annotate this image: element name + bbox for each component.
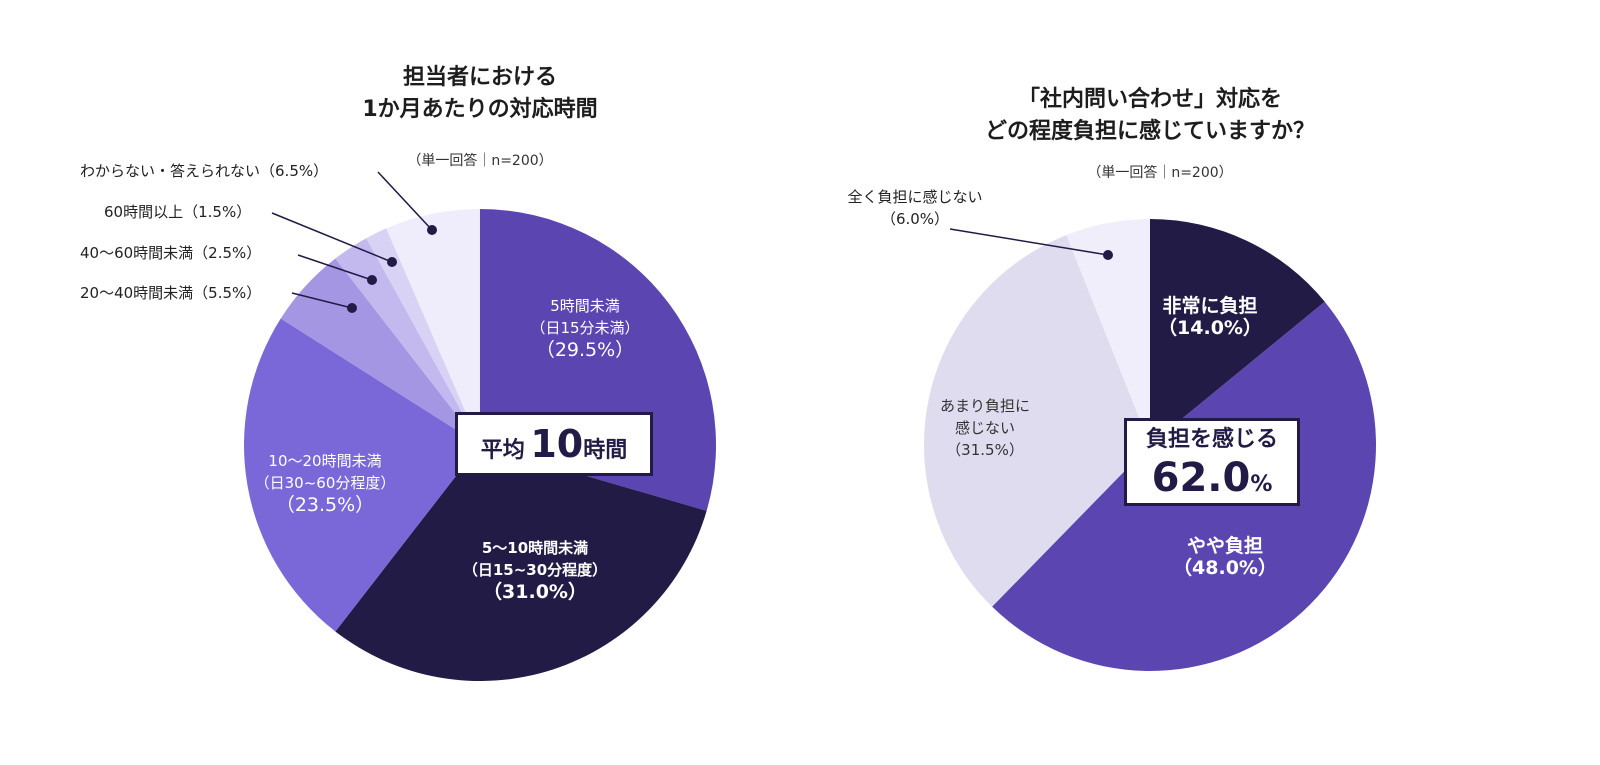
label-very-burden: 非常に負担 （14.0%） xyxy=(1150,295,1270,339)
average-unit: 時間 xyxy=(583,438,628,463)
average-value: 10 xyxy=(530,422,584,466)
label-5-10h: 5〜10時間未満 （日15~30分程度） （31.0%） xyxy=(445,537,625,603)
chart1-note: （単一回答｜n=200） xyxy=(407,153,553,169)
burden-total-box: 負担を感じる 62.0% xyxy=(1124,418,1300,506)
chart2-note: （単一回答｜n=200） xyxy=(1087,165,1233,181)
leader-dot xyxy=(1103,250,1113,260)
pie1-slice-2 xyxy=(244,318,480,632)
label-60h-plus: 60時間以上（1.5%） xyxy=(104,203,252,221)
pie2-slice-2 xyxy=(924,235,1150,607)
chart2-title-line2: どの程度負担に感じていますか？ xyxy=(984,119,1315,144)
slice-pct: （31.5%） xyxy=(946,441,1024,459)
pie1-slice-6 xyxy=(386,209,480,445)
pie2-slice-3 xyxy=(1066,219,1150,445)
average-prefix: 平均 xyxy=(480,438,525,463)
label-not-at-all: 全く負担に感じない （6.0%） xyxy=(830,186,1000,230)
slice-sub: （日15~30分程度） xyxy=(462,561,608,579)
chart1-title-line1: 担当者における xyxy=(402,65,557,90)
label-not-much: あまり負担に 感じない （31.5%） xyxy=(925,395,1045,461)
slice-label: 非常に負担 xyxy=(1162,295,1258,317)
leader-line xyxy=(377,171,433,231)
leader-line xyxy=(271,212,393,263)
slice-sub: （日15分未満） xyxy=(530,319,640,337)
pie1-slice-1 xyxy=(335,445,707,681)
slice-label: 5〜10時間未満 xyxy=(481,539,589,557)
slice-label: 10〜20時間未満 xyxy=(268,452,382,470)
label-unknown: わからない・答えられない（6.5%） xyxy=(80,162,329,180)
label-somewhat-burden: やや負担 （48.0%） xyxy=(1165,535,1285,579)
slice-label: 全く負担に感じない xyxy=(847,188,983,206)
label-10-20h: 10〜20時間未満 （日30~60分程度） （23.5%） xyxy=(245,450,405,516)
slice-pct: （6.0%） xyxy=(880,210,950,228)
slice-pct: （29.5%） xyxy=(535,339,635,361)
slice-label: 5時間未満 xyxy=(550,297,620,315)
leader-dot xyxy=(387,257,397,267)
pie2-slice-0 xyxy=(1150,219,1325,445)
leader-dot xyxy=(427,225,437,235)
label-20-40h: 20〜40時間未満（5.5%） xyxy=(80,284,262,302)
pie1-slice-5 xyxy=(366,228,480,445)
chart1-title: 担当者における 1か月あたりの対応時間 xyxy=(330,62,630,126)
leader-dot xyxy=(367,275,377,285)
slice-pct: （48.0%） xyxy=(1173,557,1277,579)
slice-label-line2: 感じない xyxy=(954,419,1015,437)
burden-unit: % xyxy=(1250,472,1273,497)
leader-dot xyxy=(347,303,357,313)
chart2-title-line1: 「社内問い合わせ」対応を xyxy=(1017,87,1282,112)
slice-pct: （31.0%） xyxy=(483,581,587,603)
average-box: 平均 10時間 xyxy=(455,412,653,476)
slice-label-line1: あまり負担に xyxy=(939,397,1030,415)
slice-sub: （日30~60分程度） xyxy=(254,474,396,492)
chart1-title-line2: 1か月あたりの対応時間 xyxy=(362,97,598,122)
slice-pct: （23.5%） xyxy=(275,494,375,516)
chart2-title: 「社内問い合わせ」対応を どの程度負担に感じていますか？ xyxy=(960,84,1340,148)
slice-label: やや負担 xyxy=(1186,535,1263,557)
label-40-60h: 40〜60時間未満（2.5%） xyxy=(80,244,262,262)
leader-line xyxy=(297,254,373,281)
pie1-slice-3 xyxy=(280,258,480,445)
pie1-slice-4 xyxy=(335,238,480,445)
burden-value: 62.0 xyxy=(1151,455,1251,501)
leader-line xyxy=(949,228,1109,256)
leader-line xyxy=(291,292,353,309)
slice-pct: （14.0%） xyxy=(1158,317,1262,339)
burden-prefix: 負担を感じる xyxy=(1145,427,1278,452)
label-under-5h: 5時間未満 （日15分未満） （29.5%） xyxy=(510,295,660,361)
